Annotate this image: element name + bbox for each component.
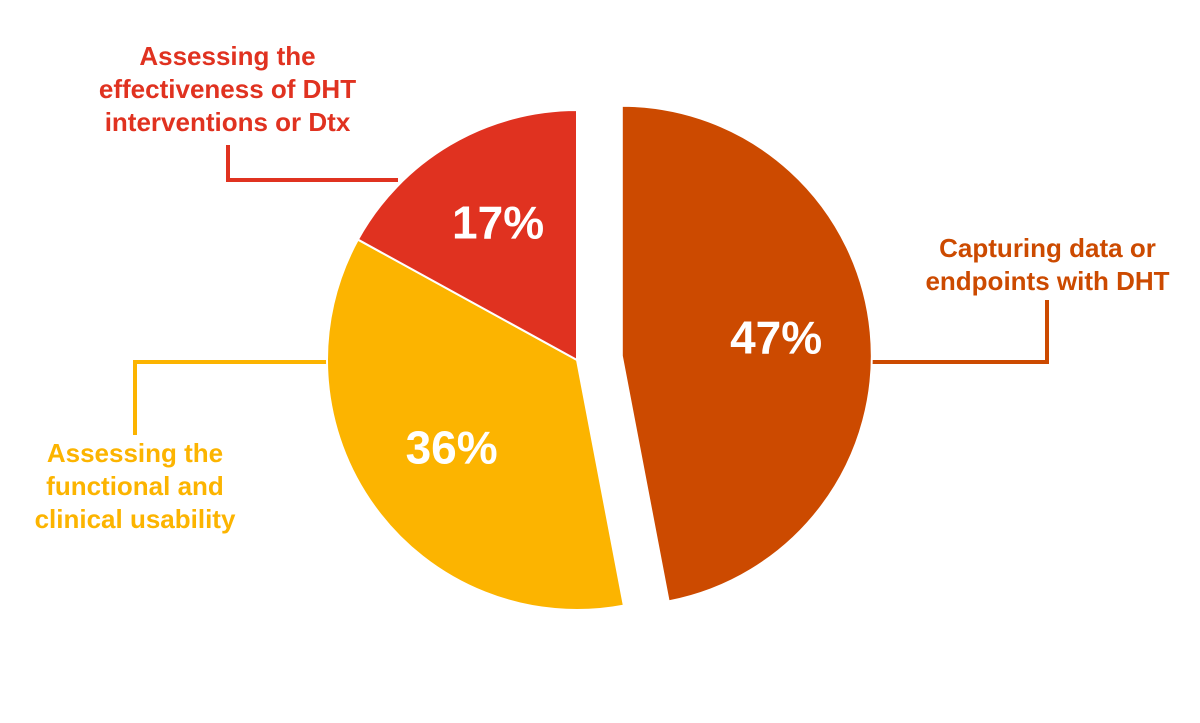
category-label: Assessing the functional and clinical us… — [34, 438, 236, 534]
leader-line — [866, 300, 1049, 364]
value-label: 47% — [730, 311, 822, 363]
pie-slice — [620, 104, 873, 603]
value-label: 36% — [406, 421, 498, 473]
pie-slice — [356, 108, 578, 362]
category-label: Assessing the effectiveness of DHT inter… — [98, 41, 357, 137]
pie-slice — [326, 238, 626, 611]
category-label: Capturing data or endpoints with DHT — [925, 233, 1170, 296]
leader-line — [226, 145, 398, 182]
value-label: 17% — [452, 197, 544, 249]
leader-line — [133, 360, 329, 435]
